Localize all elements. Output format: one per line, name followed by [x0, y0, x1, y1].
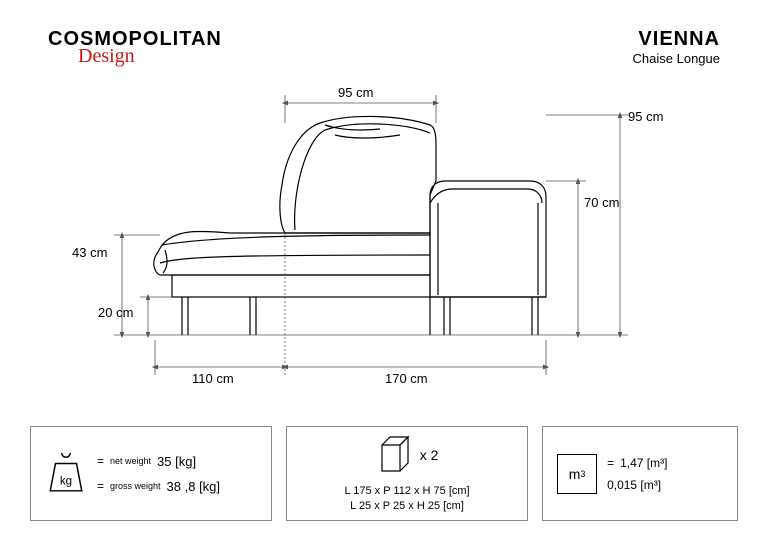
net-weight-line: = net weight 35 [kg]	[97, 454, 220, 469]
net-weight-value: 35 [kg]	[157, 454, 196, 469]
spec-weight-box: kg = net weight 35 [kg] = gross weight 3…	[30, 426, 272, 521]
product-name: VIENNA	[633, 28, 720, 51]
gross-weight-line: = gross weight 38 ,8 [kg]	[97, 479, 220, 494]
dim-overall-width: 170 cm	[385, 371, 428, 386]
volume-line-1: =1,47 [m³]	[607, 456, 667, 470]
dim-arm-height: 70 cm	[584, 195, 619, 210]
dim-back-width: 95 cm	[338, 85, 373, 100]
package-dim-1: L 175 x P 112 x H 75 [cm]	[344, 484, 469, 499]
gross-weight-value: 38 ,8 [kg]	[167, 479, 220, 494]
spec-packaging-box: x 2 L 175 x P 112 x H 75 [cm] L 25 x P 2…	[286, 426, 528, 521]
technical-drawing: 95 cm 95 cm 70 cm 43 cm 20 cm 110 cm 170…	[100, 85, 660, 385]
weight-icon: kg	[45, 453, 87, 495]
product-type: Chaise Longue	[633, 51, 720, 66]
net-weight-label: net weight	[110, 456, 151, 466]
spec-volume-box: m3 =1,47 [m³] 0,015 [m³]	[542, 426, 738, 521]
box-icon	[376, 433, 412, 478]
product-title-block: VIENNA Chaise Longue	[633, 28, 720, 66]
volume-icon: m3	[557, 454, 597, 494]
volume-line-2: 0,015 [m³]	[607, 478, 667, 492]
package-count: x 2	[420, 447, 439, 463]
dim-seat-depth: 110 cm	[192, 371, 234, 386]
brand-logo: COSMOPOLITAN Design	[48, 28, 222, 68]
dim-leg-height: 20 cm	[98, 305, 133, 320]
spec-row: kg = net weight 35 [kg] = gross weight 3…	[30, 426, 738, 521]
dim-seat-height: 43 cm	[72, 245, 107, 260]
sofa-diagram	[100, 85, 660, 385]
brand-script: Design	[78, 45, 222, 68]
package-dim-2: L 25 x P 25 x H 25 [cm]	[344, 499, 469, 514]
dim-height: 95 cm	[628, 109, 663, 124]
header: COSMOPOLITAN Design VIENNA Chaise Longue	[48, 28, 720, 68]
svg-text:kg: kg	[60, 475, 72, 487]
gross-weight-label: gross weight	[110, 481, 161, 491]
